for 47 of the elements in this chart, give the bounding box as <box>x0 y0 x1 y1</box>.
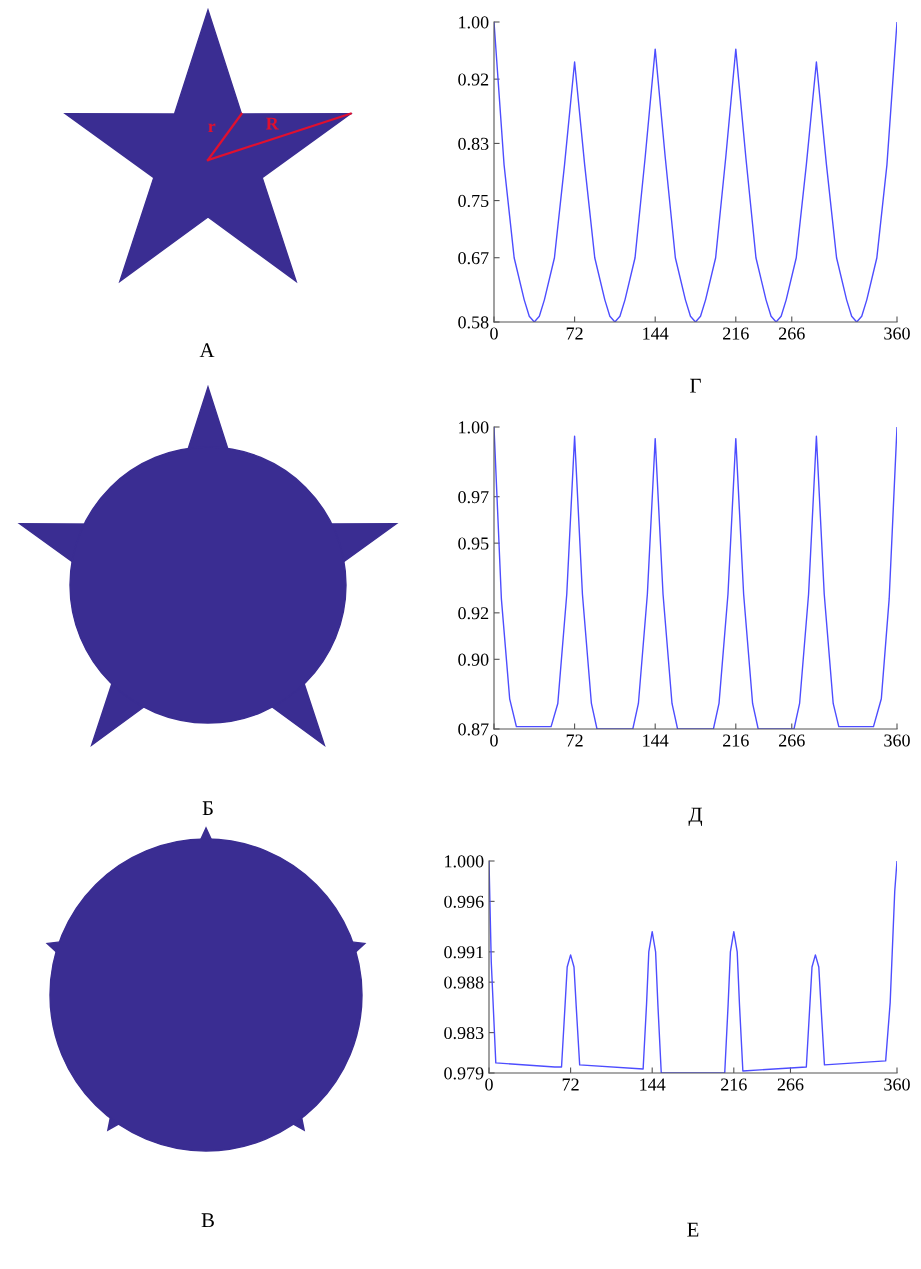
x-tick-label: 360 <box>884 1078 910 1091</box>
y-tick-label: 0.67 <box>458 251 489 265</box>
y-tick-label: 0.83 <box>458 137 489 150</box>
x-tick-label: 216 <box>723 734 749 747</box>
text: А <box>199 343 215 358</box>
x-tick-label: 0 <box>490 734 498 747</box>
y-tick-label: 0.58 <box>458 316 489 329</box>
x-tick-label: 266 <box>779 327 805 340</box>
x-tick-label: 0 <box>490 327 498 340</box>
y-tick-label: 1.00 <box>459 421 489 434</box>
x-tick-label: 72 <box>562 1078 579 1091</box>
text: В <box>201 1213 214 1228</box>
y-tick-label: 0.92 <box>458 73 489 86</box>
x-axis-title: Д <box>688 807 703 826</box>
y-tick-label: 0.991 <box>444 946 484 959</box>
x-tick-label: 144 <box>643 327 669 340</box>
y-tick-label: 0.988 <box>444 976 484 989</box>
x-axis-title: Е <box>687 1222 699 1237</box>
x-tick-label: 144 <box>640 1078 666 1091</box>
y-tick-label: 0.90 <box>458 653 489 666</box>
text: R <box>265 117 279 130</box>
x-tick-label: 0 <box>485 1078 493 1091</box>
x-tick-label: 266 <box>777 1078 804 1091</box>
y-tick-label: 1.00 <box>459 16 489 29</box>
y-tick-label: 0.979 <box>444 1067 484 1080</box>
y-tick-label: 0.92 <box>458 607 489 620</box>
x-tick-label: 72 <box>566 327 583 340</box>
line-series <box>494 22 897 322</box>
y-tick-label: 0.996 <box>444 895 484 908</box>
x-axis-title: Г <box>690 378 701 393</box>
x-tick-label: 360 <box>884 734 910 747</box>
x-tick-label: 144 <box>643 734 669 747</box>
x-tick-label: 72 <box>566 734 583 747</box>
x-tick-label: 216 <box>721 1078 747 1091</box>
y-tick-label: 0.983 <box>444 1026 484 1040</box>
text: r <box>208 123 216 133</box>
text: Б <box>202 801 213 816</box>
x-tick-label: 216 <box>723 327 749 340</box>
line-series <box>494 427 897 729</box>
x-tick-label: 360 <box>884 327 910 340</box>
y-tick-label: 1.000 <box>445 855 484 868</box>
y-tick-label: 0.95 <box>458 537 489 550</box>
y-tick-label: 0.87 <box>458 723 489 736</box>
y-tick-label: 0.97 <box>458 490 489 504</box>
x-tick-label: 266 <box>779 734 805 747</box>
y-tick-label: 0.75 <box>458 194 489 208</box>
line-series <box>489 861 897 1073</box>
